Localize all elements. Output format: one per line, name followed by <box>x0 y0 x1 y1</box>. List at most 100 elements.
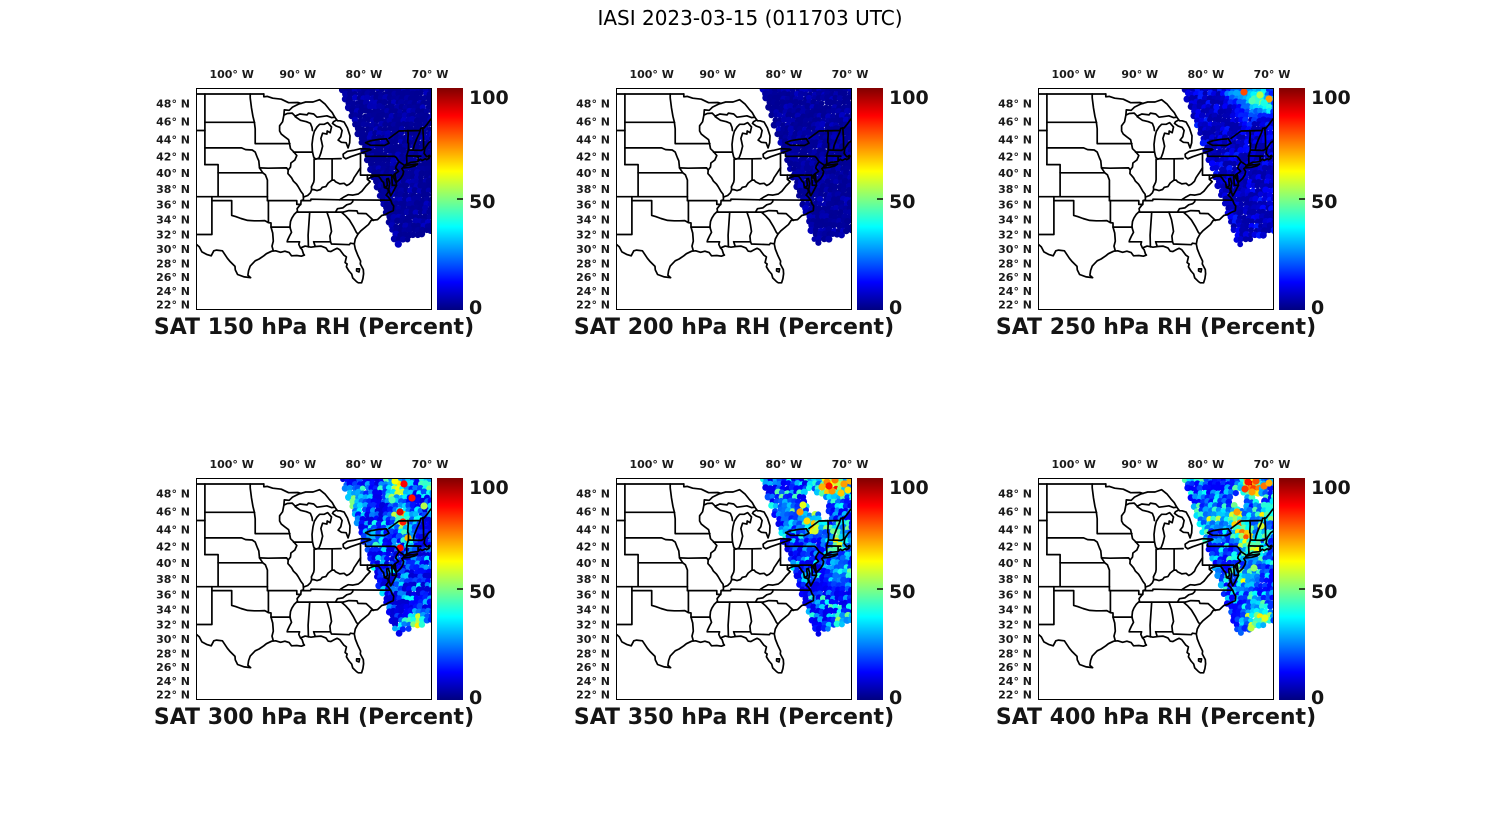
svg-text:70° W: 70° W <box>1254 68 1291 81</box>
map-plot: 100° W 90° W 80° W 70° W 48° N 46° N 44° N 42° … <box>998 68 1351 319</box>
svg-text:36° N: 36° N <box>576 588 610 601</box>
svg-text:42° N: 42° N <box>998 540 1032 553</box>
rh-map-panel-300hpa: 100° W 90° W 80° W 70° W 48° N 46° N 44° N 42° … <box>132 452 512 752</box>
map-area <box>1038 478 1274 700</box>
svg-text:40° N: 40° N <box>576 557 610 570</box>
svg-text:32° N: 32° N <box>576 618 610 631</box>
svg-text:42° N: 42° N <box>156 150 190 163</box>
svg-text:70° W: 70° W <box>1254 458 1291 471</box>
svg-text:50: 50 <box>1311 581 1337 603</box>
svg-text:0: 0 <box>469 687 482 709</box>
svg-text:30° N: 30° N <box>156 633 190 646</box>
svg-text:46° N: 46° N <box>576 116 610 129</box>
svg-text:32° N: 32° N <box>998 228 1032 241</box>
svg-text:46° N: 46° N <box>998 506 1032 519</box>
svg-text:100: 100 <box>889 87 929 109</box>
basemap-state-lines <box>616 483 852 674</box>
svg-text:100: 100 <box>1311 477 1351 499</box>
colorbar: 100 50 0 <box>437 477 509 709</box>
svg-text:24° N: 24° N <box>576 285 610 298</box>
svg-text:48° N: 48° N <box>998 97 1032 110</box>
satellite-swath <box>759 88 852 246</box>
svg-text:48° N: 48° N <box>156 97 190 110</box>
map-area <box>196 478 432 700</box>
svg-text:34° N: 34° N <box>576 604 610 617</box>
svg-text:28° N: 28° N <box>156 647 190 660</box>
svg-text:26° N: 26° N <box>156 271 190 284</box>
map-frame <box>196 88 432 310</box>
map-plot: 100° W 90° W 80° W 70° W 48° N 46° N 44° N 42° … <box>576 458 929 709</box>
panel-title: SAT 150 hPa RH (Percent) <box>153 315 475 340</box>
lat-axis-labels: 48° N 46° N 44° N 42° N 40° N 38° N 36° N 34° N… <box>998 487 1032 701</box>
svg-text:24° N: 24° N <box>576 675 610 688</box>
map-plot: 100° W 90° W 80° W 70° W 48° N 46° N 44° N 42° … <box>156 68 509 319</box>
map-plot: 100° W 90° W 80° W 70° W 48° N 46° N 44° N 42° … <box>156 458 509 709</box>
lon-axis-labels: 100° W 90° W 80° W 70° W <box>1051 458 1290 471</box>
svg-text:38° N: 38° N <box>998 183 1032 196</box>
svg-text:100: 100 <box>469 87 509 109</box>
svg-text:32° N: 32° N <box>998 618 1032 631</box>
svg-text:100: 100 <box>889 477 929 499</box>
svg-text:34° N: 34° N <box>998 604 1032 617</box>
svg-text:26° N: 26° N <box>998 661 1032 674</box>
svg-text:80° W: 80° W <box>346 68 383 81</box>
svg-text:28° N: 28° N <box>156 257 190 270</box>
svg-text:36° N: 36° N <box>576 198 610 211</box>
svg-text:30° N: 30° N <box>576 633 610 646</box>
map-frame <box>1038 88 1274 310</box>
svg-text:42° N: 42° N <box>576 150 610 163</box>
svg-text:48° N: 48° N <box>576 97 610 110</box>
map-frame <box>616 478 852 700</box>
svg-text:42° N: 42° N <box>998 150 1032 163</box>
map-plot: 100° W 90° W 80° W 70° W 48° N 46° N 44° N 42° … <box>998 458 1351 709</box>
svg-text:36° N: 36° N <box>998 198 1032 211</box>
map-area <box>616 88 852 310</box>
svg-text:80° W: 80° W <box>1188 68 1225 81</box>
svg-text:100° W: 100° W <box>209 458 253 471</box>
lat-axis-labels: 48° N 46° N 44° N 42° N 40° N 38° N 36° N 34° N… <box>576 97 610 311</box>
svg-text:38° N: 38° N <box>156 573 190 586</box>
svg-text:90° W: 90° W <box>699 458 736 471</box>
svg-text:0: 0 <box>469 297 482 319</box>
svg-text:44° N: 44° N <box>576 133 610 146</box>
lon-axis-labels: 100° W 90° W 80° W 70° W <box>629 68 868 81</box>
colorbar: 100 50 0 <box>857 87 929 319</box>
map-plot: 100° W 90° W 80° W 70° W 48° N 46° N 44° N 42° … <box>576 68 929 319</box>
svg-text:40° N: 40° N <box>998 167 1032 180</box>
svg-text:30° N: 30° N <box>998 633 1032 646</box>
svg-text:24° N: 24° N <box>998 675 1032 688</box>
svg-text:22° N: 22° N <box>998 299 1032 312</box>
svg-text:48° N: 48° N <box>998 487 1032 500</box>
rh-map-panel-150hpa: 100° W 90° W 80° W 70° W 48° N 46° N 44° N 42° … <box>132 62 512 362</box>
panel-title: SAT 400 hPa RH (Percent) <box>995 705 1317 730</box>
svg-text:22° N: 22° N <box>576 689 610 702</box>
svg-text:70° W: 70° W <box>412 68 449 81</box>
lat-axis-labels: 48° N 46° N 44° N 42° N 40° N 38° N 36° N 34° N… <box>998 97 1032 311</box>
map-area <box>196 88 432 310</box>
svg-text:80° W: 80° W <box>346 458 383 471</box>
svg-text:50: 50 <box>889 581 915 603</box>
svg-text:28° N: 28° N <box>998 647 1032 660</box>
svg-text:26° N: 26° N <box>576 661 610 674</box>
svg-text:22° N: 22° N <box>998 689 1032 702</box>
svg-text:40° N: 40° N <box>576 167 610 180</box>
colorbar-tick-labels: 100 50 0 <box>469 87 509 319</box>
svg-text:100° W: 100° W <box>1051 458 1095 471</box>
svg-text:38° N: 38° N <box>998 573 1032 586</box>
svg-text:80° W: 80° W <box>766 68 803 81</box>
rh-map-panel-200hpa: 100° W 90° W 80° W 70° W 48° N 46° N 44° N 42° … <box>552 62 932 362</box>
svg-text:24° N: 24° N <box>998 285 1032 298</box>
svg-text:100: 100 <box>1311 87 1351 109</box>
svg-text:22° N: 22° N <box>156 299 190 312</box>
svg-text:24° N: 24° N <box>156 285 190 298</box>
map-area <box>1038 88 1274 310</box>
svg-text:38° N: 38° N <box>156 183 190 196</box>
svg-text:48° N: 48° N <box>576 487 610 500</box>
svg-text:38° N: 38° N <box>576 183 610 196</box>
svg-text:28° N: 28° N <box>576 257 610 270</box>
svg-text:34° N: 34° N <box>156 214 190 227</box>
panel-title: SAT 250 hPa RH (Percent) <box>995 315 1317 340</box>
satellite-swath <box>340 478 432 637</box>
svg-text:36° N: 36° N <box>156 198 190 211</box>
colorbar: 100 50 0 <box>437 87 509 319</box>
